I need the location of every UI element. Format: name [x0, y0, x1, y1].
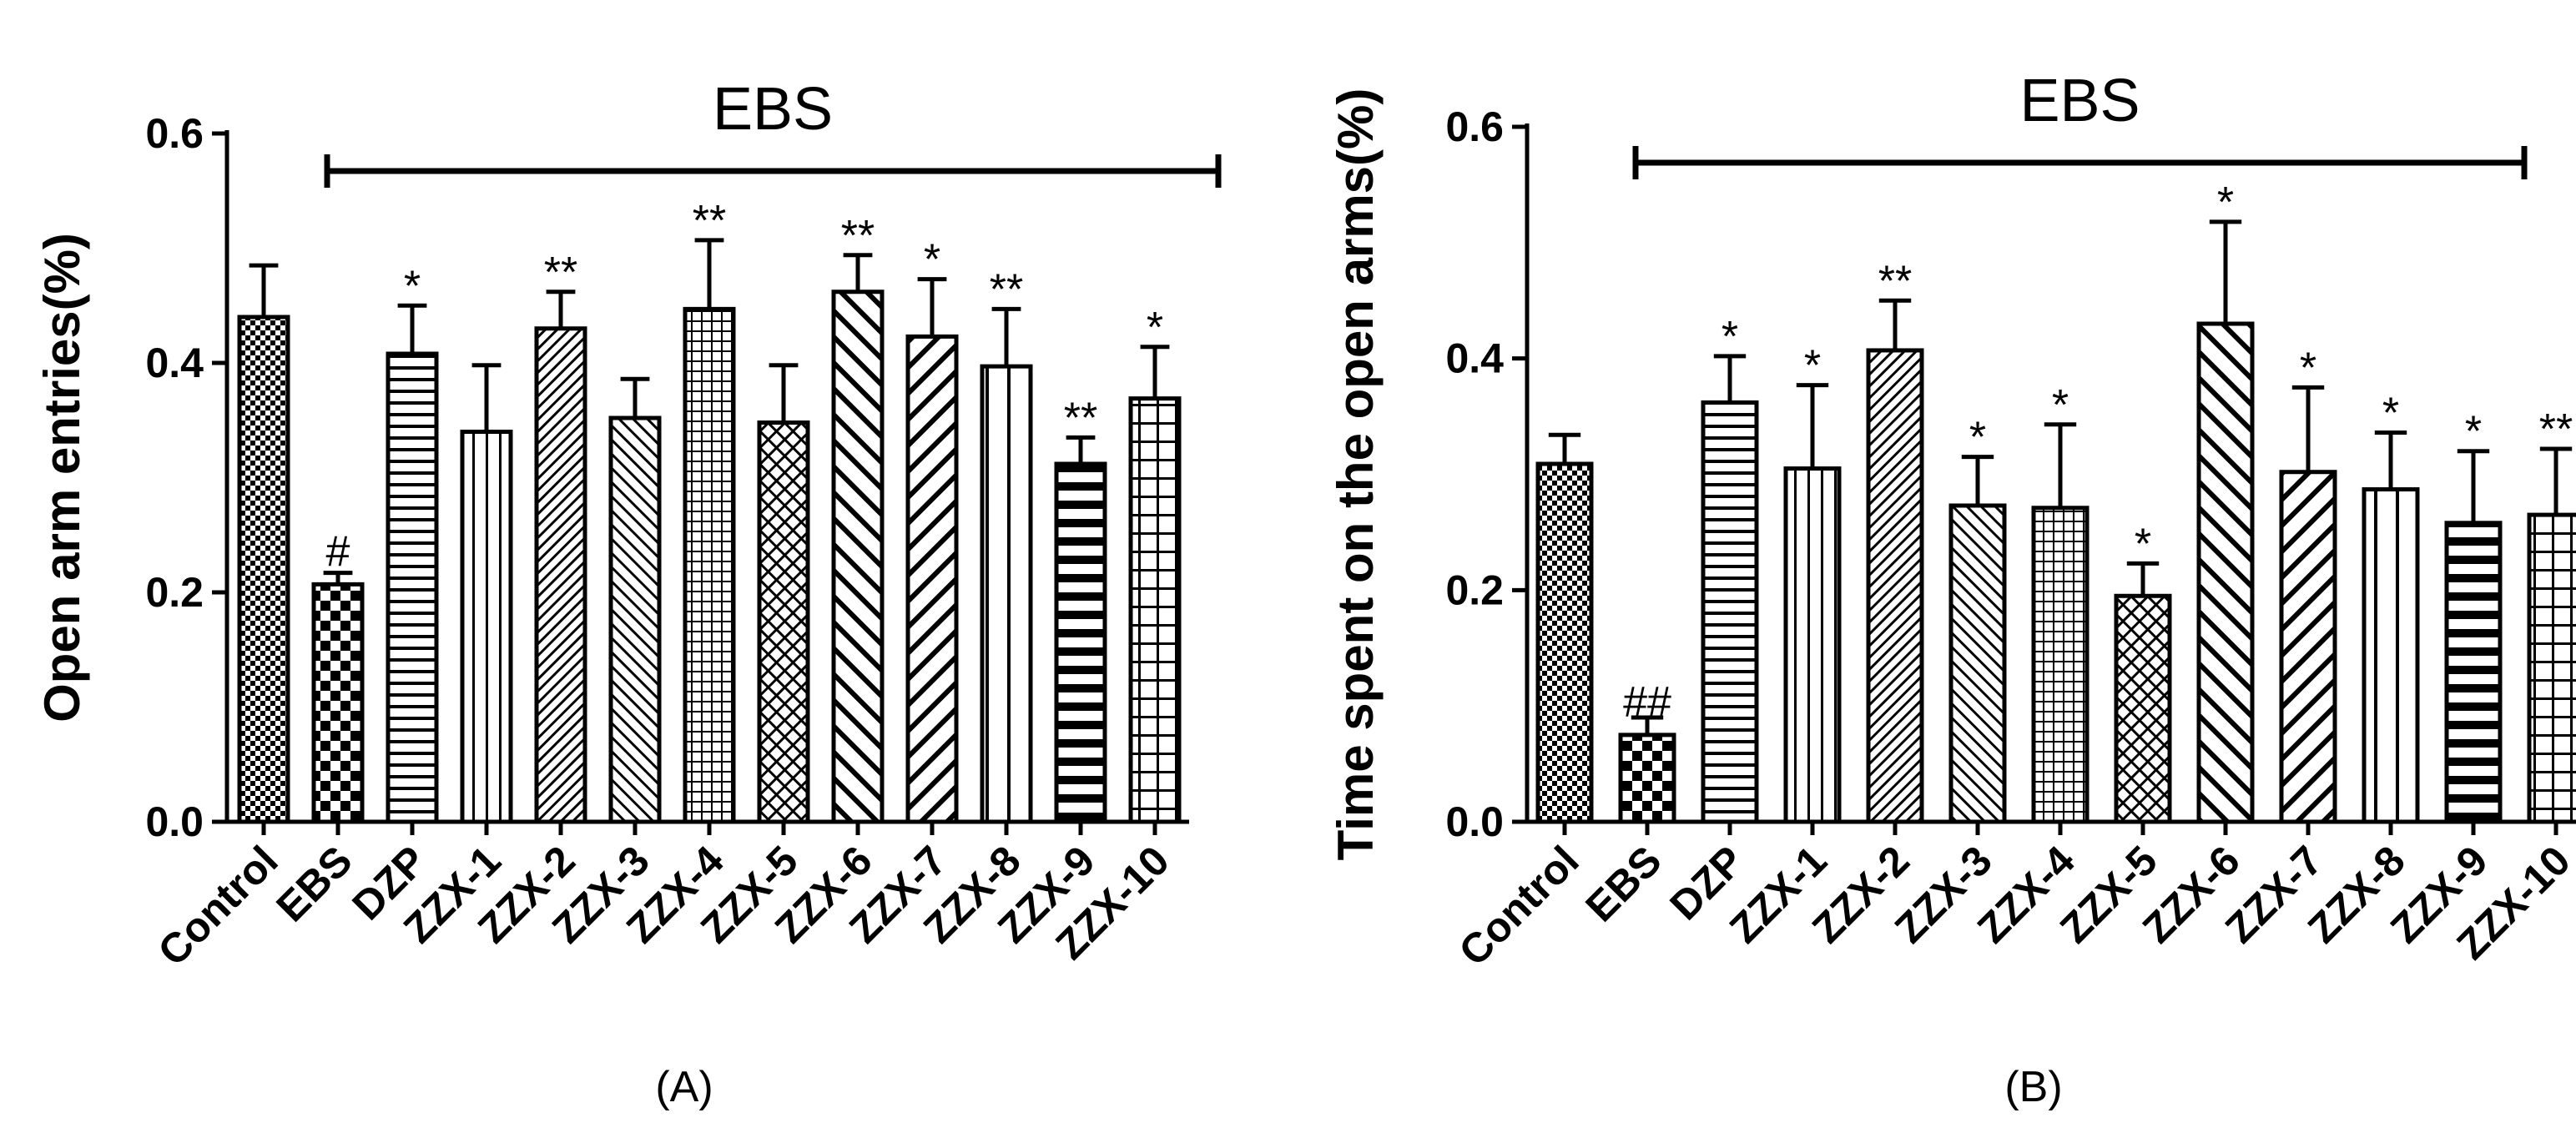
bar-control — [1535, 461, 1594, 824]
significance-label: * — [924, 236, 940, 284]
y-axis-title: Time spent on the open arms(%) — [1328, 88, 1384, 861]
bar-zzx-6 — [831, 290, 885, 824]
bar-zzx-9 — [1054, 461, 1107, 824]
significance-label: * — [2382, 390, 2399, 438]
group-bracket-label: EBS — [713, 76, 833, 143]
significance-label: ** — [841, 212, 875, 260]
bar-zzx-4 — [683, 306, 736, 824]
group-bracket-label: EBS — [2019, 68, 2140, 134]
bar-zzx-8 — [2362, 487, 2420, 824]
bar-zzx-2 — [534, 326, 587, 824]
significance-label: ** — [544, 249, 577, 297]
significance-label: * — [1969, 414, 1986, 462]
y-tick-label: 0.0 — [1445, 798, 1504, 845]
category-label: Control — [1450, 837, 1588, 974]
significance-label: * — [2135, 520, 2151, 568]
significance-label: * — [1722, 313, 1738, 361]
category-label: EBS — [1576, 837, 1670, 930]
bar-zzx-1 — [460, 430, 513, 824]
bar-zzx-10 — [2527, 512, 2576, 824]
significance-label: * — [2052, 381, 2069, 430]
panel-label: (A) — [655, 1063, 713, 1111]
y-tick-label: 0.0 — [145, 798, 204, 845]
panel-b-chart: 0.0 0.2 0.4 0.6 Time spent on the open arms(… — [1328, 68, 2576, 1111]
bar-zzx-7 — [2279, 470, 2337, 824]
significance-label: * — [2300, 344, 2316, 392]
bar-zzx-10 — [1128, 396, 1182, 824]
bar-zzx-6 — [2196, 321, 2255, 824]
significance-label: ** — [990, 265, 1023, 314]
category-label: Control — [149, 837, 287, 974]
significance-label: ** — [1878, 257, 1912, 305]
category-label: EBS — [267, 837, 360, 930]
significance-label: * — [2217, 179, 2234, 227]
bar-ebs — [1618, 733, 1676, 824]
y-tick-label: 0.6 — [1445, 103, 1504, 150]
bar-zzx-2 — [1866, 348, 1924, 824]
significance-label: * — [2465, 408, 2482, 456]
bar-zzx-3 — [1948, 503, 2007, 824]
bar-zzx-7 — [905, 334, 959, 824]
bar-zzx-9 — [2444, 521, 2503, 824]
bar-zzx-5 — [2114, 593, 2172, 824]
bar-dzp — [386, 351, 439, 824]
y-tick-label: 0.6 — [145, 110, 204, 157]
bar-dzp — [1701, 400, 1759, 824]
bar-ebs — [311, 582, 365, 824]
bar-zzx-1 — [1783, 466, 1842, 824]
y-tick-label: 0.4 — [145, 340, 204, 386]
bar-zzx-3 — [608, 415, 662, 824]
panel-label: (B) — [2004, 1063, 2062, 1111]
significance-label: * — [404, 262, 421, 310]
y-tick-label: 0.2 — [145, 569, 204, 616]
significance-label: ** — [1064, 394, 1097, 442]
y-tick-label: 0.4 — [1445, 335, 1504, 382]
panel-a-chart: 0.0 0.2 0.4 0.6 Open arm entries(%) Control # E… — [34, 76, 1222, 1111]
significance-label: # — [326, 527, 350, 576]
bar-zzx-4 — [2031, 506, 2090, 824]
bar-zzx-8 — [980, 364, 1033, 824]
bar-zzx-5 — [757, 420, 810, 824]
significance-label: ** — [2539, 405, 2573, 454]
significance-label: ** — [693, 197, 726, 245]
significance-label: ## — [1623, 678, 1671, 727]
bar-control — [237, 315, 290, 824]
y-axis-title: Open arm entries(%) — [34, 233, 90, 723]
significance-label: * — [1804, 342, 1821, 390]
significance-label: * — [1147, 304, 1163, 352]
y-tick-label: 0.2 — [1445, 566, 1504, 613]
